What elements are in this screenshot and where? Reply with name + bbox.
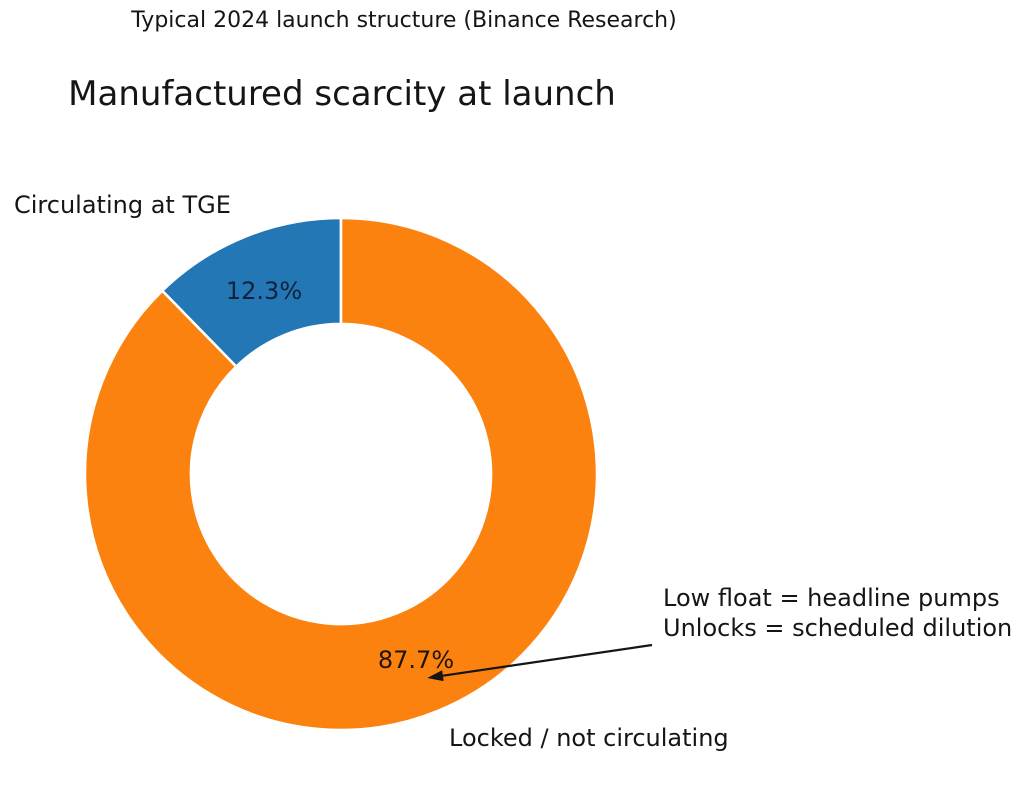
figure-suptitle: Typical 2024 launch structure (Binance R… [131, 8, 677, 33]
pct-label-locked-not-circulating: 87.7% [377, 646, 455, 674]
slice-label-locked-not-circulating: Locked / not circulating [449, 724, 729, 752]
chart-title: Manufactured scarcity at launch [68, 74, 616, 114]
annotation-text: Low float = headline pumps Unlocks = sch… [663, 583, 1012, 643]
annotation-line-1: Low float = headline pumps [663, 584, 1000, 612]
pct-label-circulating-at-tge: 12.3% [225, 277, 303, 305]
pie-slice-1 [83, 216, 599, 732]
slice-label-circulating-at-tge: Circulating at TGE [14, 191, 231, 219]
annotation-arrow [427, 643, 653, 682]
pie-wedges [83, 216, 599, 732]
annotation-line-2: Unlocks = scheduled dilution [663, 614, 1013, 642]
